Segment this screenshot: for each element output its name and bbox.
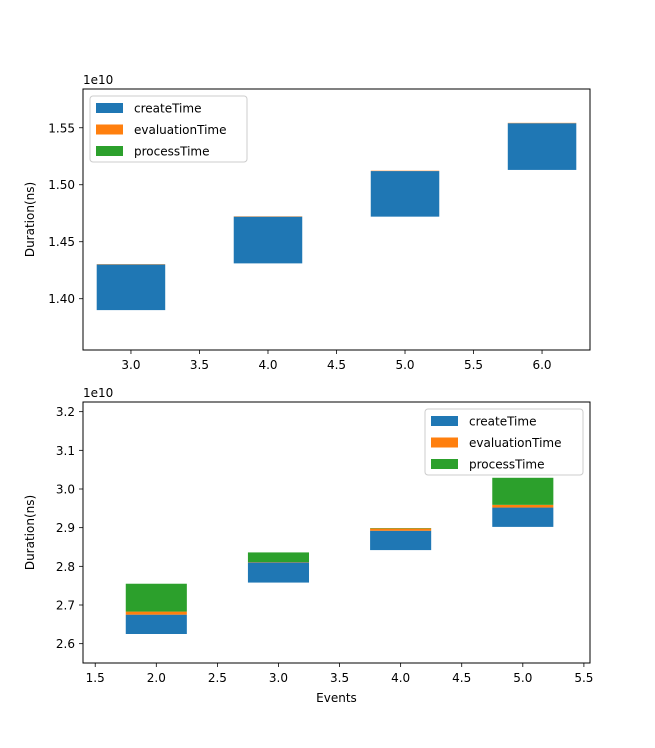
x-tick-label: 3.0 bbox=[269, 671, 288, 685]
x-tick-label: 2.0 bbox=[147, 671, 166, 685]
bar-evaluationTime-5 bbox=[492, 505, 553, 508]
y-tick-label: 2.9 bbox=[56, 521, 75, 535]
y-tick-label: 3.2 bbox=[56, 405, 75, 419]
y-offset-label: 1e10 bbox=[83, 73, 113, 87]
legend-swatch-processTime bbox=[96, 146, 123, 156]
bar-processTime-5 bbox=[492, 478, 553, 505]
x-tick-label: 5.5 bbox=[574, 671, 593, 685]
legend-swatch-processTime bbox=[431, 459, 458, 469]
y-tick-label: 1.45 bbox=[48, 235, 75, 249]
bar-createTime-5 bbox=[492, 508, 553, 527]
y-tick-label: 3.0 bbox=[56, 483, 75, 497]
legend-label-processTime: processTime bbox=[134, 145, 209, 159]
legend-label-evaluationTime: evaluationTime bbox=[469, 436, 561, 450]
x-tick-label: 5.0 bbox=[395, 358, 414, 372]
bar-createTime-3 bbox=[248, 562, 309, 582]
y-offset-label: 1e10 bbox=[83, 386, 113, 400]
y-axis-label: Duration(ns) bbox=[23, 495, 37, 570]
x-tick-label: 4.5 bbox=[327, 358, 346, 372]
legend-swatch-evaluationTime bbox=[96, 125, 123, 135]
y-tick-label: 1.40 bbox=[48, 292, 75, 306]
bar-createTime-6 bbox=[508, 123, 577, 170]
x-tick-label: 1.5 bbox=[86, 671, 105, 685]
y-tick-label: 3.1 bbox=[56, 444, 75, 458]
bar-createTime-3 bbox=[97, 265, 166, 311]
x-tick-label: 3.0 bbox=[121, 358, 140, 372]
x-tick-label: 2.5 bbox=[208, 671, 227, 685]
y-tick-label: 1.50 bbox=[48, 178, 75, 192]
legend: createTime evaluationTime processTime bbox=[90, 96, 247, 162]
x-tick-label: 6.0 bbox=[532, 358, 551, 372]
x-tick-label: 3.5 bbox=[190, 358, 209, 372]
bar-evaluationTime-2 bbox=[126, 612, 187, 615]
bar-processTime-2 bbox=[126, 584, 187, 612]
y-tick-label: 2.7 bbox=[56, 599, 75, 613]
y-tick-label: 2.6 bbox=[56, 637, 75, 651]
legend-swatch-createTime bbox=[96, 103, 123, 113]
legend-swatch-createTime bbox=[431, 416, 458, 426]
x-tick-label: 4.0 bbox=[391, 671, 410, 685]
bar-createTime-5 bbox=[371, 171, 440, 217]
x-tick-label: 4.0 bbox=[258, 358, 277, 372]
x-tick-label: 3.5 bbox=[330, 671, 349, 685]
x-axis-label: Events bbox=[316, 691, 357, 705]
x-tick-label: 4.5 bbox=[452, 671, 471, 685]
bar-createTime-2 bbox=[126, 615, 187, 634]
legend-label-createTime: createTime bbox=[134, 102, 201, 116]
bar-createTime-4 bbox=[234, 217, 303, 264]
x-tick-label: 5.5 bbox=[464, 358, 483, 372]
y-tick-label: 1.55 bbox=[48, 121, 75, 135]
bar-processTime-3 bbox=[248, 552, 309, 562]
legend-label-evaluationTime: evaluationTime bbox=[134, 123, 226, 137]
y-axis-label: Duration(ns) bbox=[23, 182, 37, 257]
bar-evaluationTime-4 bbox=[370, 528, 431, 530]
x-tick-label: 5.0 bbox=[513, 671, 532, 685]
bar-createTime-4 bbox=[370, 531, 431, 550]
y-tick-label: 2.8 bbox=[56, 560, 75, 574]
legend-swatch-evaluationTime bbox=[431, 438, 458, 448]
legend: createTime evaluationTime processTime bbox=[425, 409, 583, 475]
legend-label-processTime: processTime bbox=[469, 458, 544, 472]
legend-label-createTime: createTime bbox=[469, 415, 536, 429]
